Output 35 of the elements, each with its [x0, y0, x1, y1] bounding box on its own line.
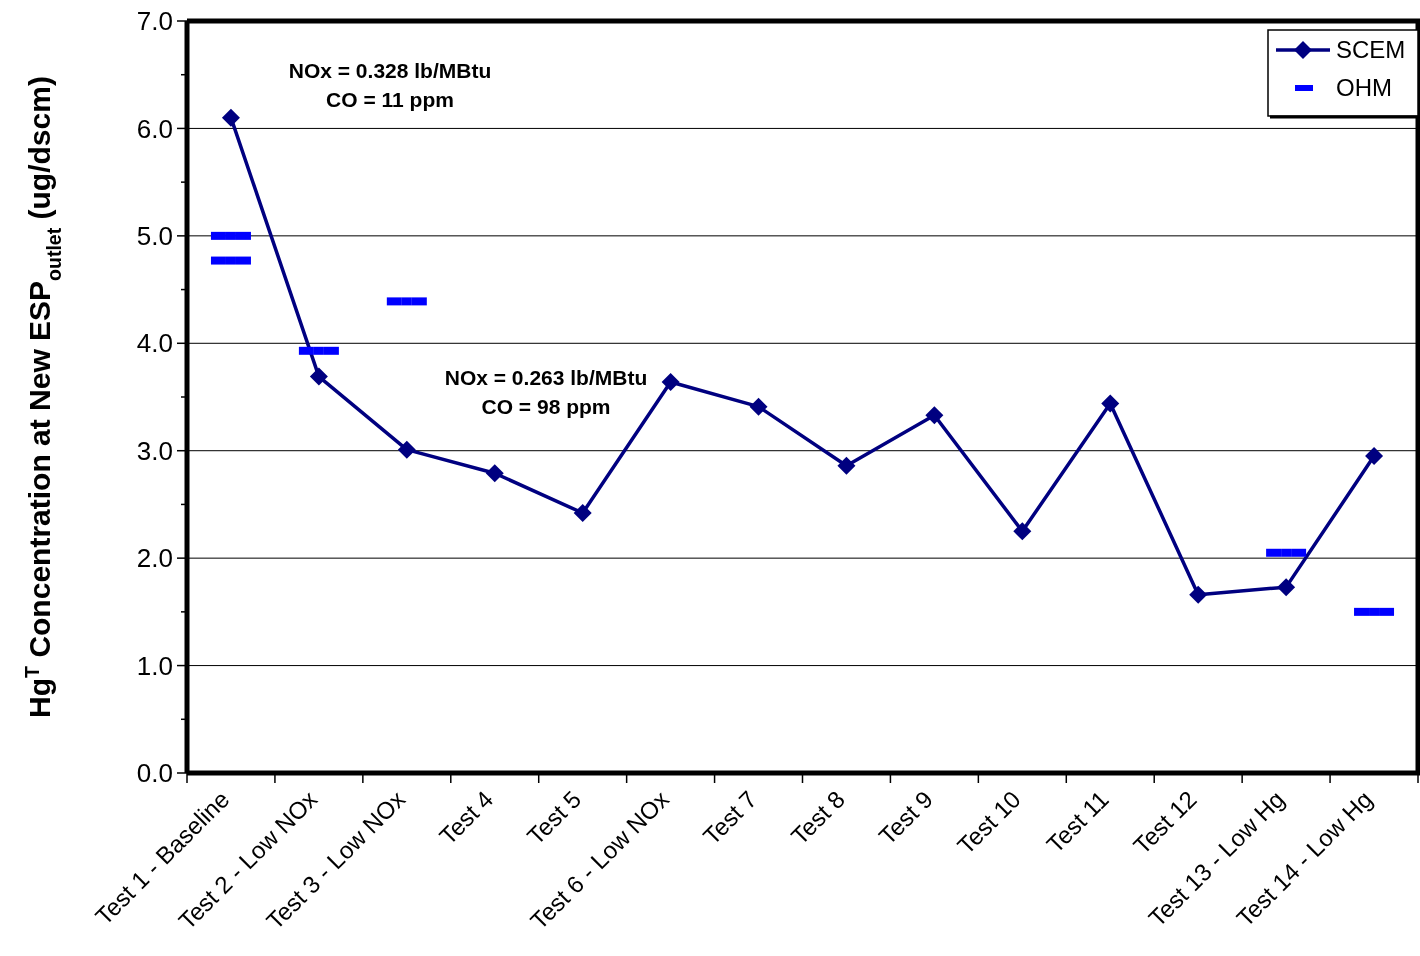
point [1277, 578, 1296, 597]
y-tick-label: 4.0 [136, 328, 173, 359]
point [837, 456, 856, 475]
y-tick-label: 3.0 [136, 435, 173, 466]
annotation: NOx = 0.328 lb/MBtu CO = 11 ppm [288, 59, 492, 111]
point [749, 397, 768, 416]
x-tick-label: Test 7 [697, 785, 763, 850]
x-tick-label: Test 12 [1127, 785, 1202, 860]
y-tick-label: 6.0 [136, 113, 173, 144]
x-tick-label: Test 9 [873, 785, 938, 850]
point [221, 108, 240, 127]
point [1013, 522, 1032, 541]
point [225, 231, 236, 240]
point [661, 372, 680, 391]
point [485, 464, 504, 483]
point [309, 367, 328, 386]
y-tick-label: 5.0 [136, 220, 173, 251]
y-tick-label: 7.0 [136, 6, 173, 37]
x-tick-label: Test 11 [1041, 785, 1114, 858]
point [1365, 447, 1384, 466]
point [1101, 394, 1120, 413]
point [925, 406, 944, 425]
x-tick-label: Test 10 [951, 785, 1026, 860]
y-tick-label: 0.0 [136, 758, 173, 789]
legend-label: SCEM [1336, 36, 1406, 64]
y-tick-label: 1.0 [136, 650, 173, 681]
x-tick-label: Test 4 [433, 785, 499, 850]
x-tick-label: Test 5 [521, 785, 587, 850]
point [1189, 585, 1208, 604]
legend-label: OHM [1336, 74, 1392, 102]
point [573, 504, 592, 523]
y-tick-label: 2.0 [136, 543, 173, 574]
annotation: NOx = 0.263 lb/MBtu CO = 98 ppm [444, 366, 648, 418]
point [397, 440, 416, 459]
x-tick-label: Test 8 [785, 785, 850, 850]
